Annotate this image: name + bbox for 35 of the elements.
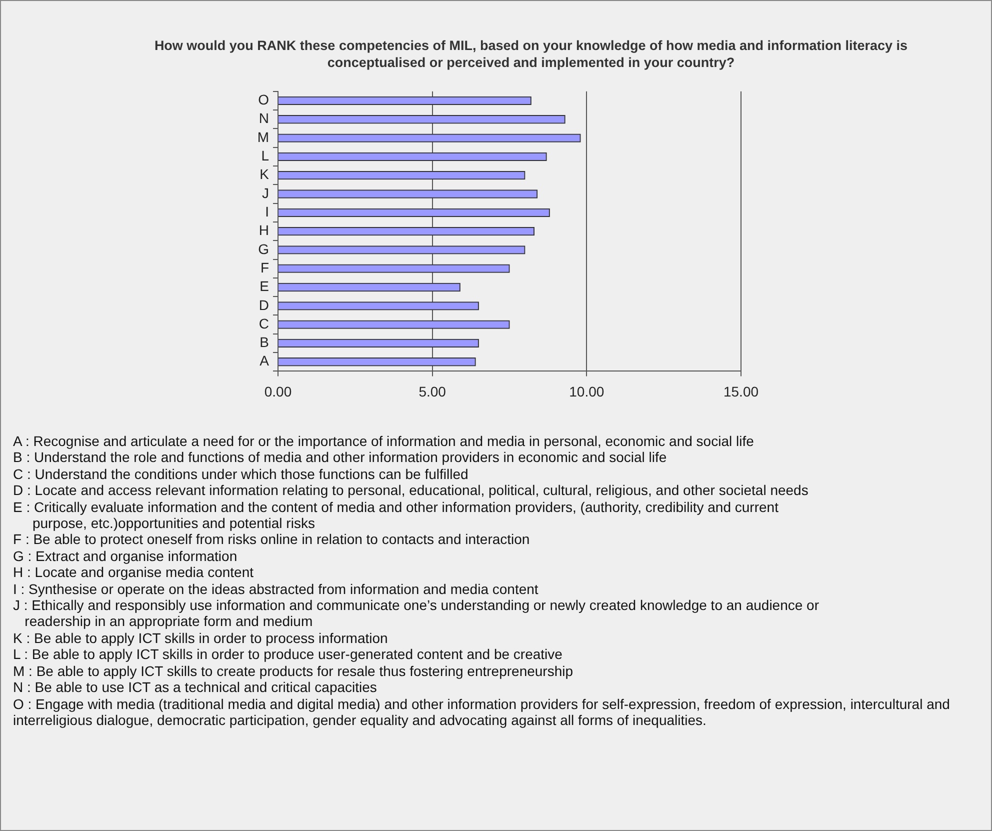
x-tick-label: 10.00 bbox=[569, 383, 604, 400]
y-tick-label: K bbox=[260, 166, 270, 182]
x-tick-label: 5.00 bbox=[418, 383, 446, 400]
x-tick-label: 15.00 bbox=[723, 383, 759, 400]
y-tick-label: H bbox=[258, 222, 269, 238]
y-tick-label: F bbox=[260, 259, 269, 276]
y-tick-label: J bbox=[262, 184, 269, 201]
y-tick-label: A bbox=[260, 352, 270, 369]
y-tick-label: G bbox=[258, 240, 269, 257]
y-tick-label: D bbox=[258, 296, 269, 313]
text: F : Be able to protect oneself from risks online in relation to contacts and interaction bbox=[13, 531, 531, 548]
text: M : Be able to apply ICT skills to create products for resale thus fostering entrepreneurship bbox=[13, 662, 574, 680]
text: I : Synthesise or operate on the ideas abstracted from information and media content bbox=[13, 580, 540, 598]
y-tick-label: I bbox=[265, 204, 269, 220]
y-tick-label: E bbox=[260, 278, 269, 294]
y-tick-label: L bbox=[261, 148, 270, 164]
y-tick-label: B bbox=[260, 334, 269, 350]
text: B : Understand the role and functions of media and other information providers in economic and social life bbox=[13, 449, 668, 466]
y-tick-label: C bbox=[258, 315, 269, 332]
y-tick-label: M bbox=[257, 128, 269, 145]
text: E : Critically evaluate information and the content of media and other information providers, (authority, credibility and current purpose, etc.)opportunities and potential risks bbox=[13, 498, 780, 532]
text: D : Locate and access relevant information relating to personal, educational, political, cultural, religious, and other societal needs bbox=[13, 482, 810, 499]
text: K : Be able to apply ICT skills in order to process information bbox=[13, 630, 389, 646]
text: O : Engage with media (traditional media and digital media) and other information providers for self-expression, freedom of expression, intercultural and interreligious dialogue, democratic participation, gender equality and advocating against all forms of inequalities. bbox=[13, 696, 951, 728]
y-tick-label: N bbox=[258, 110, 269, 126]
chart-title: How would you RANK these competencies of MIL, based on your knowledge of how media and information literacy is conceptualised or perceived and implemented in your country? bbox=[153, 37, 909, 71]
text: A : Recognise and articulate a need for or the importance of information and media in personal, economic and social life bbox=[13, 433, 755, 450]
y-tick-label: O bbox=[258, 92, 270, 108]
text: N : Be able to use ICT as a technical and critical capacities bbox=[13, 679, 378, 696]
x-tick-label: 0.00 bbox=[264, 383, 292, 400]
text: G : Extract and organise information bbox=[13, 548, 238, 564]
text: C : Understand the conditions under which those functions can be fulfilled bbox=[13, 466, 470, 482]
text: H : Locate and organise media content bbox=[13, 564, 254, 581]
text: J : Ethically and responsibly use information and communicate one’s understanding or newly created knowledge to an audience or readership in an appropriate form and medium bbox=[13, 597, 820, 630]
text: L : Be able to apply ICT skills in order to produce user-generated content and be creative bbox=[13, 646, 564, 663]
